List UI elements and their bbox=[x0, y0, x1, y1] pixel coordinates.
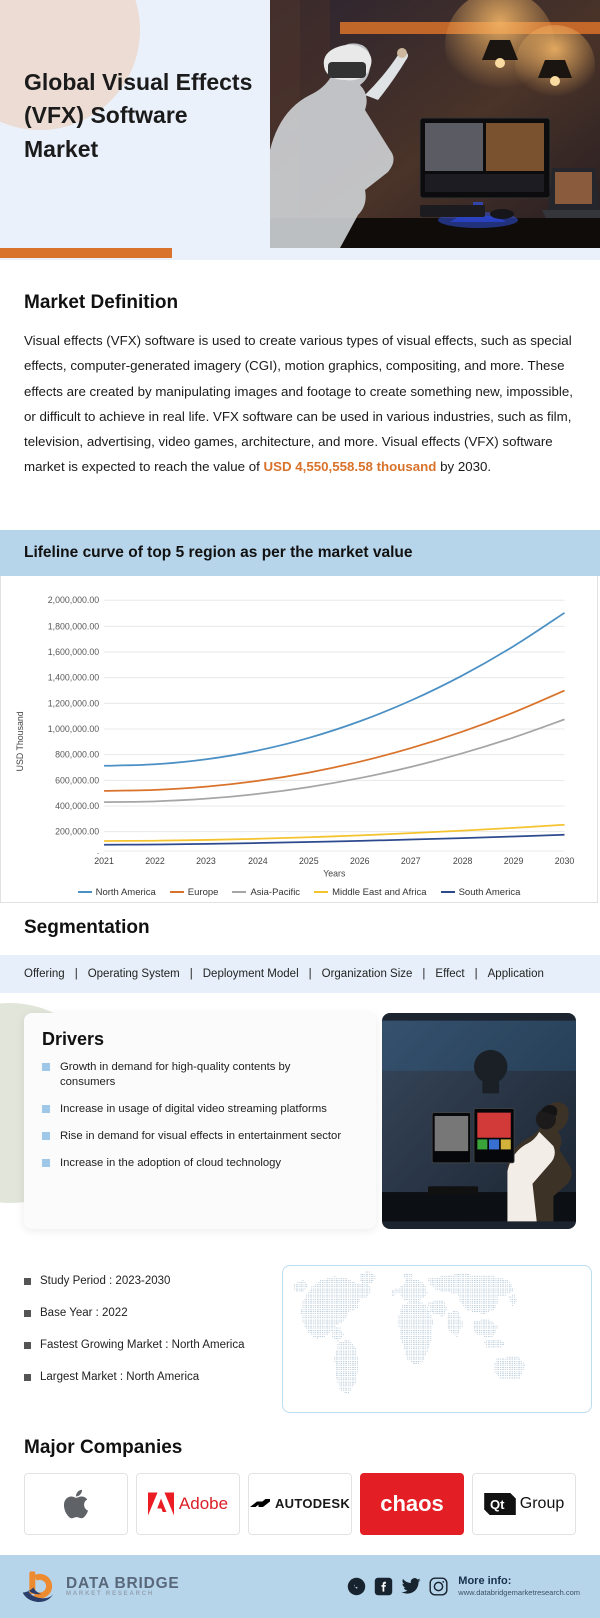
svg-text:800,000.00: 800,000.00 bbox=[55, 749, 99, 759]
svg-text:.: . bbox=[97, 845, 99, 855]
svg-text:600,000.00: 600,000.00 bbox=[55, 775, 99, 785]
svg-text:Qt: Qt bbox=[490, 1496, 505, 1511]
svg-text:400,000.00: 400,000.00 bbox=[55, 800, 99, 810]
svg-text:2029: 2029 bbox=[504, 855, 524, 865]
svg-text:2028: 2028 bbox=[453, 855, 473, 865]
svg-text:1,000,000.00: 1,000,000.00 bbox=[48, 723, 99, 733]
svg-text:1,800,000.00: 1,800,000.00 bbox=[48, 621, 99, 631]
svg-text:2024: 2024 bbox=[248, 855, 268, 865]
svg-text:USD Thousand: USD Thousand bbox=[15, 711, 25, 771]
svg-text:2022: 2022 bbox=[145, 855, 165, 865]
svg-text:200,000.00: 200,000.00 bbox=[55, 826, 99, 836]
svg-text:2021: 2021 bbox=[94, 855, 114, 865]
svg-text:Years: Years bbox=[323, 868, 346, 878]
svg-text:1,400,000.00: 1,400,000.00 bbox=[48, 672, 99, 682]
svg-text:2030: 2030 bbox=[555, 855, 575, 865]
svg-text:2026: 2026 bbox=[350, 855, 370, 865]
svg-text:2025: 2025 bbox=[299, 855, 319, 865]
svg-text:1,600,000.00: 1,600,000.00 bbox=[48, 646, 99, 656]
svg-text:2023: 2023 bbox=[196, 855, 216, 865]
svg-text:1,200,000.00: 1,200,000.00 bbox=[48, 698, 99, 708]
svg-text:2027: 2027 bbox=[401, 855, 421, 865]
svg-text:2,000,000.00: 2,000,000.00 bbox=[48, 595, 99, 605]
